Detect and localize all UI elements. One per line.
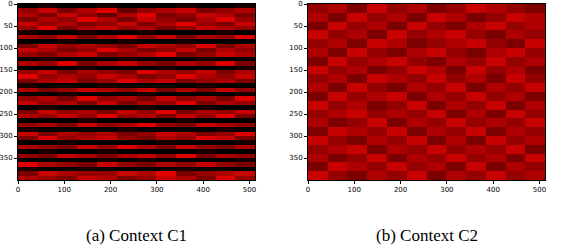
- svg-text:300: 300: [289, 132, 302, 140]
- svg-text:0: 0: [306, 186, 310, 194]
- svg-text:500: 500: [243, 186, 256, 194]
- svg-text:400: 400: [196, 186, 209, 194]
- svg-text:(a) Context C1: (a) Context C1: [86, 226, 187, 245]
- svg-text:100: 100: [348, 186, 361, 194]
- svg-text:150: 150: [289, 66, 302, 74]
- svg-text:(b) Context C2: (b) Context C2: [376, 226, 478, 245]
- svg-text:100: 100: [0, 44, 13, 52]
- svg-text:200: 200: [394, 186, 407, 194]
- svg-text:100: 100: [58, 186, 71, 194]
- svg-text:250: 250: [289, 110, 302, 118]
- svg-text:200: 200: [104, 186, 117, 194]
- svg-text:50: 50: [4, 22, 13, 30]
- svg-text:200: 200: [0, 88, 13, 96]
- svg-text:0: 0: [298, 0, 302, 8]
- svg-text:0: 0: [8, 0, 12, 8]
- svg-text:400: 400: [486, 186, 499, 194]
- svg-text:200: 200: [289, 88, 302, 96]
- svg-text:300: 300: [440, 186, 453, 194]
- svg-text:300: 300: [0, 132, 13, 140]
- svg-text:350: 350: [0, 154, 13, 162]
- svg-text:50: 50: [294, 22, 303, 30]
- svg-text:150: 150: [0, 66, 13, 74]
- svg-text:500: 500: [533, 186, 546, 194]
- svg-text:100: 100: [289, 44, 302, 52]
- svg-text:0: 0: [16, 186, 20, 194]
- svg-text:350: 350: [289, 154, 302, 162]
- svg-text:250: 250: [0, 110, 13, 118]
- svg-text:300: 300: [150, 186, 163, 194]
